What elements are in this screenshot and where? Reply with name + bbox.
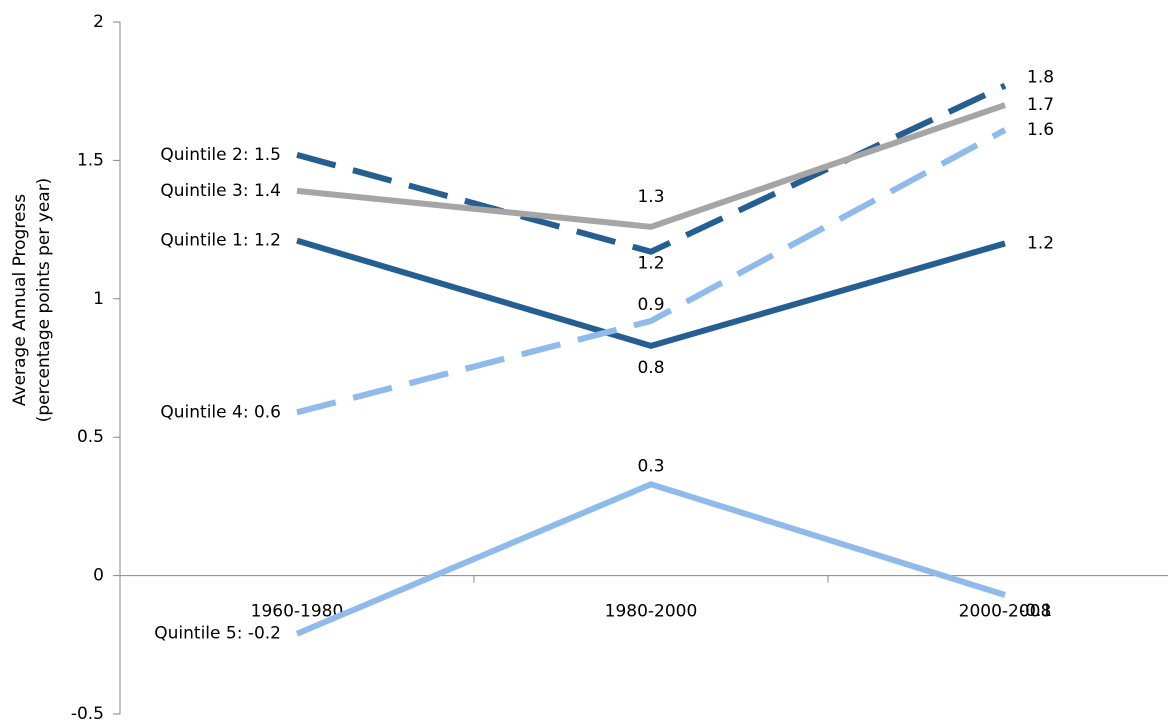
y-axis-title: Average Annual Progress (10, 194, 30, 406)
y-tick-label: 2 (93, 12, 104, 32)
y-tick-label: 0.5 (77, 427, 104, 447)
series-line (296, 82, 1007, 255)
data-label: 0.3 (637, 456, 664, 476)
y-axis-title: (percentage points per year) (34, 178, 54, 423)
y-tick-label: 1 (93, 289, 104, 309)
data-label: 1.7 (1027, 95, 1054, 115)
data-label: Quintile 3: 1.4 (160, 181, 281, 201)
series-line (296, 237, 1006, 349)
data-label: 0.8 (637, 358, 664, 378)
data-label: 1.8 (1027, 68, 1054, 88)
data-label: Quintile 1: 1.2 (160, 231, 281, 251)
data-label: 0.9 (637, 295, 664, 315)
x-tick-label: 1980-2000 (605, 602, 698, 622)
x-tick-label: 1960-1980 (251, 602, 344, 622)
data-label: Quintile 4: 0.6 (160, 402, 281, 422)
y-tick-label: 1.5 (77, 150, 104, 170)
data-label: 1.2 (1027, 233, 1054, 253)
x-tick-label: 2000-2008 (959, 602, 1052, 622)
data-label: Quintile 2: 1.5 (160, 145, 281, 165)
y-tick-label: -0.5 (71, 704, 104, 723)
series-line (295, 481, 1006, 637)
series-line (296, 127, 1007, 416)
y-tick-label: 0 (93, 566, 104, 586)
data-label: 1.3 (637, 187, 664, 207)
data-label: -0.1 (1019, 601, 1052, 621)
data-label: Quintile 5: -0.2 (154, 624, 281, 644)
data-label: 1.6 (1027, 120, 1054, 140)
series-line (296, 102, 1006, 230)
data-label: 1.2 (637, 254, 664, 274)
